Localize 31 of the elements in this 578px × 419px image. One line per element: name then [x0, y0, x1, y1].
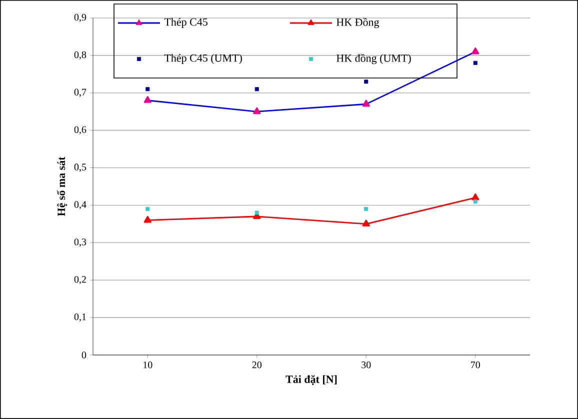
y-tick-label: 0,2: [74, 276, 86, 284]
x-tick-label: 20: [252, 362, 262, 368]
point: [146, 87, 150, 92]
y-axis-title: Hệ số ma sát: [56, 156, 68, 216]
legend-label: HK Đồng: [336, 18, 380, 28]
legend-label: HK đồng (UMT): [336, 54, 411, 64]
y-tick-label: 0,8: [74, 51, 86, 60]
x-tick-label: 70: [471, 362, 480, 368]
y-tick-label: 0,5: [74, 164, 86, 172]
point: [254, 87, 259, 92]
y-tick-label: 0,1: [74, 313, 86, 322]
x-tick-label: 10: [144, 362, 152, 368]
legend-label: Thép C45: [164, 18, 208, 28]
y-tick-label: 0,6: [74, 126, 86, 134]
point: [364, 80, 368, 84]
point: [472, 193, 480, 200]
y-tick-label: 0,7: [74, 88, 86, 97]
point: [473, 60, 478, 65]
point: [362, 220, 370, 226]
y-tick-label: 0: [82, 352, 86, 358]
x-axis-title: Tải đặt [N]: [286, 375, 337, 386]
point: [144, 216, 152, 223]
y-tick-label: 0,4: [74, 201, 86, 210]
y-tick-label: 0,9: [74, 14, 86, 22]
point: [364, 206, 368, 211]
y-tick-label: 0,3: [74, 238, 86, 247]
point: [473, 199, 478, 204]
point: [146, 206, 150, 211]
legend-label: Thép C45 (UMT): [164, 54, 242, 64]
x-tick-label: 30: [362, 362, 371, 368]
point: [254, 210, 259, 215]
